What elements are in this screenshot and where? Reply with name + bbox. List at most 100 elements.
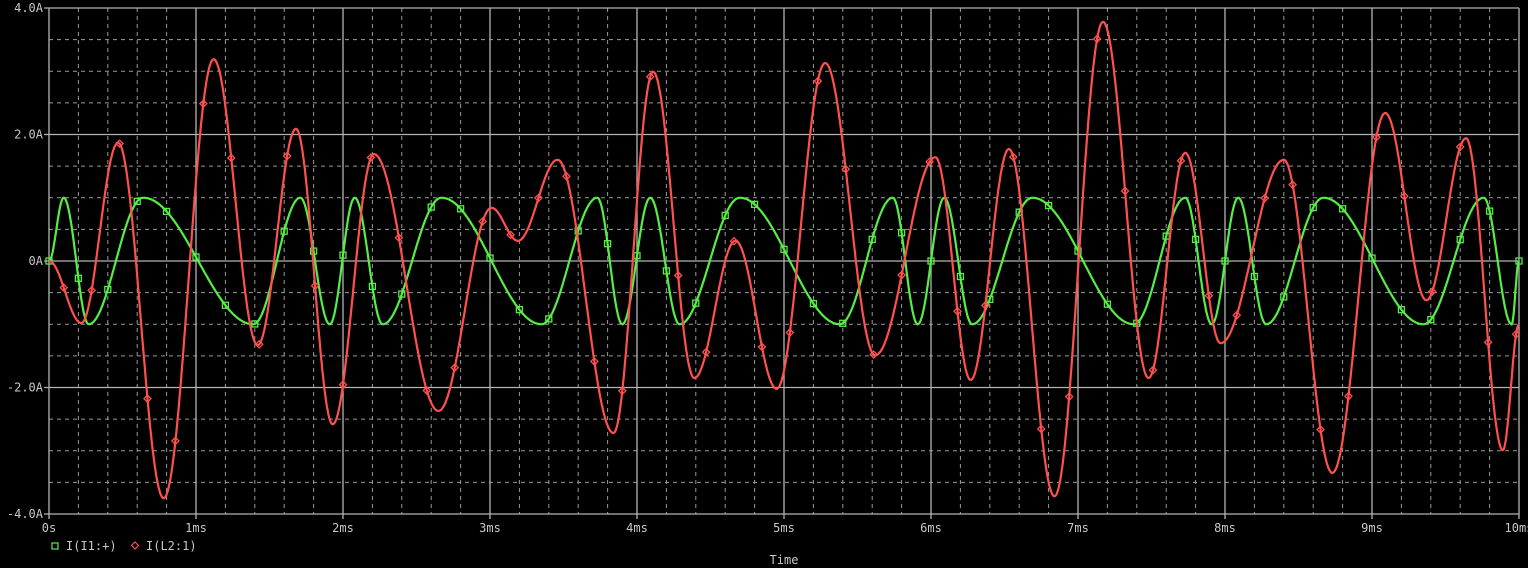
- series-marker-square: [1515, 257, 1523, 265]
- y-tick-label: -4.0A: [7, 507, 44, 521]
- series-marker-diamond: [645, 72, 655, 82]
- series-marker-diamond: [1232, 310, 1242, 320]
- series-marker-diamond: [506, 230, 515, 240]
- x-tick-label: 7ms: [1067, 521, 1089, 535]
- series-marker-diamond: [813, 76, 823, 86]
- y-tick-label: 2.0A: [14, 128, 44, 142]
- series-marker-square: [809, 299, 818, 308]
- y-tick-label: -2.0A: [7, 381, 44, 395]
- series-marker-square: [750, 200, 759, 209]
- series-marker-diamond: [869, 350, 879, 360]
- legend-marker-diamond: [130, 541, 140, 550]
- series-marker-diamond: [1036, 424, 1046, 434]
- x-tick-label: 9ms: [1361, 521, 1383, 535]
- series-marker-diamond: [673, 271, 683, 280]
- series-marker-square: [515, 306, 524, 314]
- series-marker-square: [1368, 254, 1376, 262]
- series-marker-diamond: [1148, 365, 1158, 375]
- series-marker-square: [1309, 203, 1317, 212]
- series-marker-diamond: [1483, 337, 1493, 347]
- series-marker-square: [1485, 207, 1494, 215]
- series-marker-diamond: [1120, 186, 1130, 196]
- x-tick-label: 5ms: [773, 521, 795, 535]
- series-marker-diamond: [1008, 152, 1018, 162]
- x-tick-label: 0s: [42, 521, 56, 535]
- series-marker-square: [692, 299, 700, 307]
- series-marker-diamond: [1288, 180, 1298, 190]
- series-marker-diamond: [59, 283, 69, 293]
- series-marker-diamond: [980, 300, 990, 310]
- series-marker-diamond: [1176, 156, 1186, 166]
- x-tick-label: 4ms: [626, 521, 648, 535]
- series-marker-square: [339, 251, 347, 259]
- series-marker-square: [839, 319, 847, 327]
- x-tick-label: 10ms: [1505, 521, 1528, 535]
- legend-label: I(I1:+): [66, 539, 117, 553]
- series-marker-diamond: [589, 357, 599, 366]
- series-marker-square: [545, 315, 553, 323]
- series-marker-diamond: [1064, 392, 1074, 402]
- series-marker-square: [456, 205, 465, 213]
- series-marker-diamond: [171, 436, 180, 446]
- series-marker-diamond: [953, 306, 962, 316]
- y-tick-label: 4.0A: [14, 1, 44, 15]
- series-marker-diamond: [729, 236, 739, 246]
- series-marker-diamond: [115, 139, 124, 149]
- series-marker-square: [486, 254, 494, 262]
- series-marker-square: [603, 240, 612, 248]
- series-marker-square: [1427, 316, 1435, 324]
- series-marker-diamond: [1371, 132, 1381, 142]
- x-tick-label: 6ms: [920, 521, 942, 535]
- series-marker-diamond: [87, 285, 97, 295]
- series-marker-square: [162, 207, 171, 216]
- series-marker-square: [662, 267, 671, 275]
- legend-marker-square: [51, 542, 59, 550]
- series-marker-square: [780, 245, 788, 254]
- x-tick-label: 8ms: [1214, 521, 1236, 535]
- series-marker-diamond: [310, 281, 320, 291]
- series-marker-square: [1044, 201, 1053, 210]
- series-marker-square: [956, 272, 965, 281]
- series-marker-diamond: [897, 270, 907, 280]
- series-marker-square: [1280, 293, 1288, 301]
- series-marker-diamond: [701, 347, 711, 357]
- series-marker-diamond: [841, 164, 851, 174]
- series-marker-diamond: [1092, 34, 1102, 44]
- legend-label: I(L2:1): [146, 539, 197, 553]
- series-marker-square: [1103, 300, 1112, 308]
- series-marker-square: [1221, 257, 1229, 265]
- y-tick-label: 0A: [29, 254, 44, 268]
- series-marker-square: [192, 253, 200, 261]
- x-tick-label: 2ms: [332, 521, 354, 535]
- series-marker-square: [368, 282, 377, 291]
- series-marker-square: [251, 320, 259, 328]
- series-marker-diamond: [1260, 193, 1270, 203]
- x-axis-label: Time: [770, 553, 799, 567]
- x-tick-label: 3ms: [479, 521, 501, 535]
- series-marker-square: [1338, 205, 1347, 213]
- series-marker-diamond: [1455, 142, 1465, 152]
- series-marker-diamond: [143, 394, 152, 404]
- series-marker-diamond: [394, 233, 404, 243]
- series-marker-diamond: [562, 171, 571, 181]
- series-marker-diamond: [757, 342, 767, 352]
- series-marker-square: [868, 235, 876, 244]
- series-marker-diamond: [338, 380, 348, 390]
- series-marker-diamond: [282, 151, 292, 161]
- series-marker-diamond: [422, 386, 432, 395]
- series-marker-diamond: [450, 363, 460, 373]
- series-marker-diamond: [1511, 329, 1521, 339]
- series-marker-square: [927, 257, 935, 265]
- series-marker-diamond: [1399, 191, 1409, 201]
- series-marker-diamond: [534, 193, 543, 203]
- series-marker-diamond: [1427, 287, 1437, 297]
- series-marker-square: [74, 274, 83, 282]
- series-marker-diamond: [1344, 391, 1353, 401]
- series-marker-square: [133, 197, 141, 206]
- series-marker-diamond: [254, 339, 264, 349]
- series-marker-square: [897, 229, 906, 237]
- series-line-2: [48, 20, 1520, 500]
- series-marker-square: [427, 203, 435, 211]
- series-marker-square: [1250, 272, 1259, 281]
